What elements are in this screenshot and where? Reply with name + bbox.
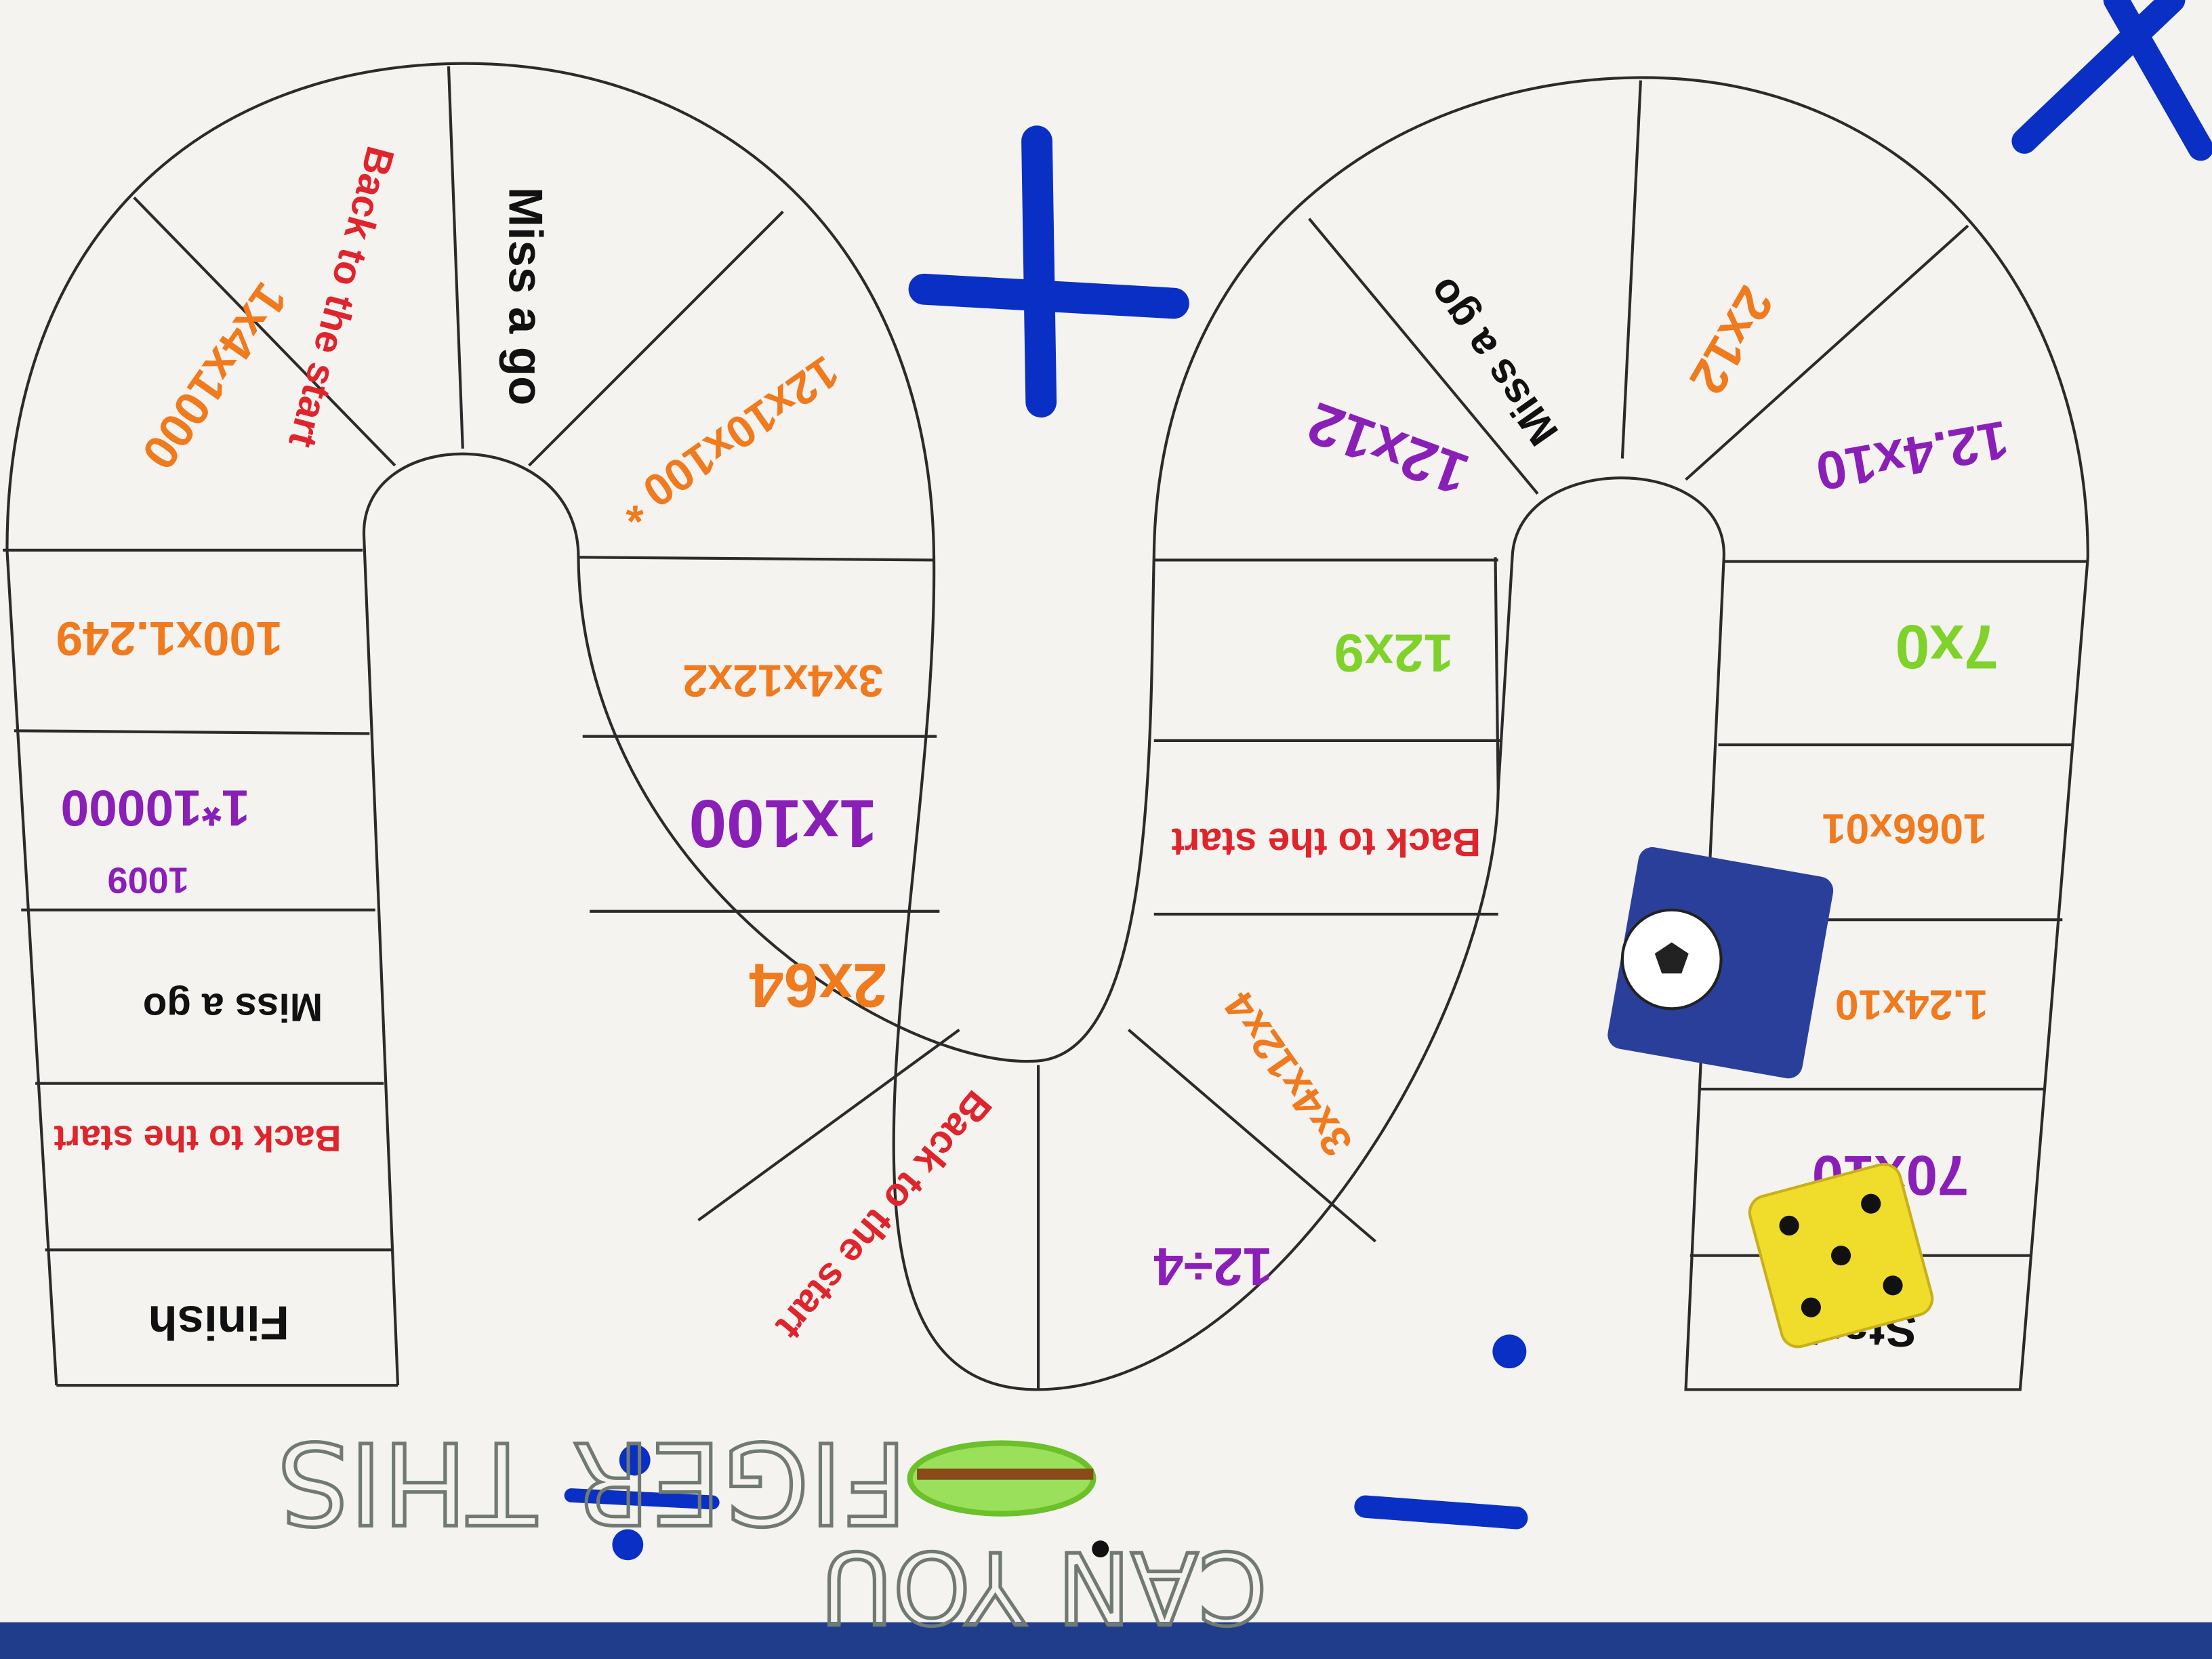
- board-cell-11: 3x4x12x2: [682, 655, 883, 705]
- board-cell-12: 1x100: [689, 785, 877, 861]
- minus-symbol: [1354, 1334, 1528, 1530]
- yellow-die[interactable]: [1746, 1160, 1936, 1350]
- board-cell-6: 100x1.249: [56, 612, 283, 665]
- board-cell-4: 1009: [107, 859, 188, 900]
- track-outline-inner: [362, 76, 2089, 1391]
- board-cell-3: Miss a go: [143, 985, 323, 1029]
- paper: [0, 0, 2212, 1622]
- board-cells: Finish Back to the start Miss a go 1009 1*10…: [54, 142, 2013, 1357]
- title-line-1: CAN YOU: [821, 1529, 1267, 1643]
- board-cell-23: 7x0: [1895, 612, 1999, 681]
- board-cell-15: 12÷4: [1154, 1237, 1273, 1297]
- board-cell-9: Miss a go: [499, 187, 553, 405]
- table-edge: [0, 1622, 2212, 1659]
- title-line-2: FIGER THIS: [278, 1416, 908, 1548]
- divide-symbol: [564, 1444, 720, 1561]
- board-cell-25: 1.24x10: [1835, 981, 1988, 1028]
- operation-symbols: [564, 0, 2212, 1561]
- board-cell-1: Finish: [148, 1296, 289, 1350]
- title: CAN YOU FIGER THIS: [276, 1414, 1269, 1645]
- board-track: [3, 62, 2089, 1391]
- board-cell-2: Back to the start: [54, 1118, 341, 1158]
- board-cell-13: 2x64: [749, 951, 887, 1020]
- plus-symbol: [908, 125, 1189, 418]
- board-cell-18: 12x9: [1334, 623, 1454, 684]
- football-counter[interactable]: [1605, 845, 1835, 1081]
- board-cell-17: Back to the start: [1171, 820, 1481, 864]
- board-cell-5: 1*10000: [60, 780, 249, 837]
- track-outline-outer: [5, 62, 1500, 1391]
- board-cell-24: 1066x01: [1822, 804, 1987, 852]
- die-pips: [1779, 1193, 1903, 1317]
- times-symbol: [2011, 0, 2212, 161]
- bug-drawing-icon: [907, 1440, 1109, 1558]
